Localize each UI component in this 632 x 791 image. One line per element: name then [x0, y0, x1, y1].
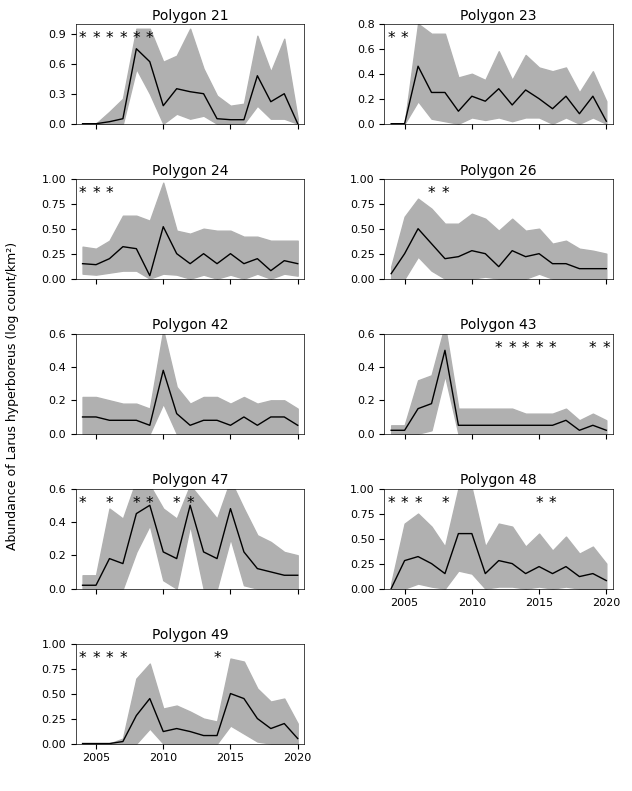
Text: *: *: [549, 341, 556, 356]
Text: *: *: [106, 650, 113, 665]
Text: *: *: [146, 496, 154, 511]
Text: *: *: [602, 341, 610, 356]
Text: *: *: [387, 31, 395, 46]
Text: *: *: [441, 186, 449, 201]
Text: *: *: [522, 341, 530, 356]
Text: *: *: [79, 31, 87, 46]
Text: *: *: [549, 496, 556, 511]
Title: Polygon 49: Polygon 49: [152, 628, 228, 642]
Text: *: *: [401, 31, 408, 46]
Title: Polygon 23: Polygon 23: [461, 9, 537, 23]
Text: *: *: [213, 650, 221, 665]
Title: Polygon 26: Polygon 26: [461, 164, 537, 177]
Text: *: *: [119, 650, 127, 665]
Text: *: *: [535, 341, 543, 356]
Title: Polygon 47: Polygon 47: [152, 474, 228, 487]
Text: *: *: [441, 496, 449, 511]
Text: *: *: [92, 31, 100, 46]
Text: *: *: [79, 650, 87, 665]
Title: Polygon 48: Polygon 48: [461, 474, 537, 487]
Text: *: *: [106, 496, 113, 511]
Text: *: *: [428, 186, 435, 201]
Text: *: *: [79, 496, 87, 511]
Text: *: *: [92, 186, 100, 201]
Title: Polygon 43: Polygon 43: [461, 319, 537, 332]
Text: *: *: [401, 496, 408, 511]
Text: *: *: [186, 496, 194, 511]
Text: *: *: [414, 496, 422, 511]
Text: *: *: [495, 341, 502, 356]
Text: *: *: [133, 496, 140, 511]
Text: *: *: [535, 496, 543, 511]
Text: *: *: [387, 496, 395, 511]
Text: *: *: [119, 31, 127, 46]
Text: *: *: [133, 31, 140, 46]
Title: Polygon 21: Polygon 21: [152, 9, 228, 23]
Text: *: *: [106, 31, 113, 46]
Title: Polygon 24: Polygon 24: [152, 164, 228, 177]
Text: *: *: [508, 341, 516, 356]
Title: Polygon 42: Polygon 42: [152, 319, 228, 332]
Text: *: *: [589, 341, 597, 356]
Text: *: *: [106, 186, 113, 201]
Text: *: *: [173, 496, 181, 511]
Text: *: *: [146, 31, 154, 46]
Text: *: *: [92, 650, 100, 665]
Text: *: *: [79, 186, 87, 201]
Text: Abundance of Larus hyperboreus (log count/km²): Abundance of Larus hyperboreus (log coun…: [6, 241, 19, 550]
